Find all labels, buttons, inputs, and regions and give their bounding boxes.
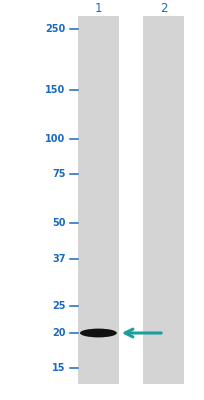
Bar [78,16,118,384]
Text: 20: 20 [52,328,65,338]
Text: 37: 37 [52,254,65,264]
Bar [143,16,184,384]
Text: 15: 15 [52,363,65,373]
Text: 100: 100 [45,134,65,144]
Text: 25: 25 [52,301,65,311]
Text: 2: 2 [160,2,167,14]
Text: 1: 1 [94,2,102,14]
Text: 150: 150 [45,85,65,95]
Text: 75: 75 [52,169,65,179]
Text: 50: 50 [52,218,65,228]
Text: 250: 250 [45,24,65,34]
Ellipse shape [80,328,116,337]
